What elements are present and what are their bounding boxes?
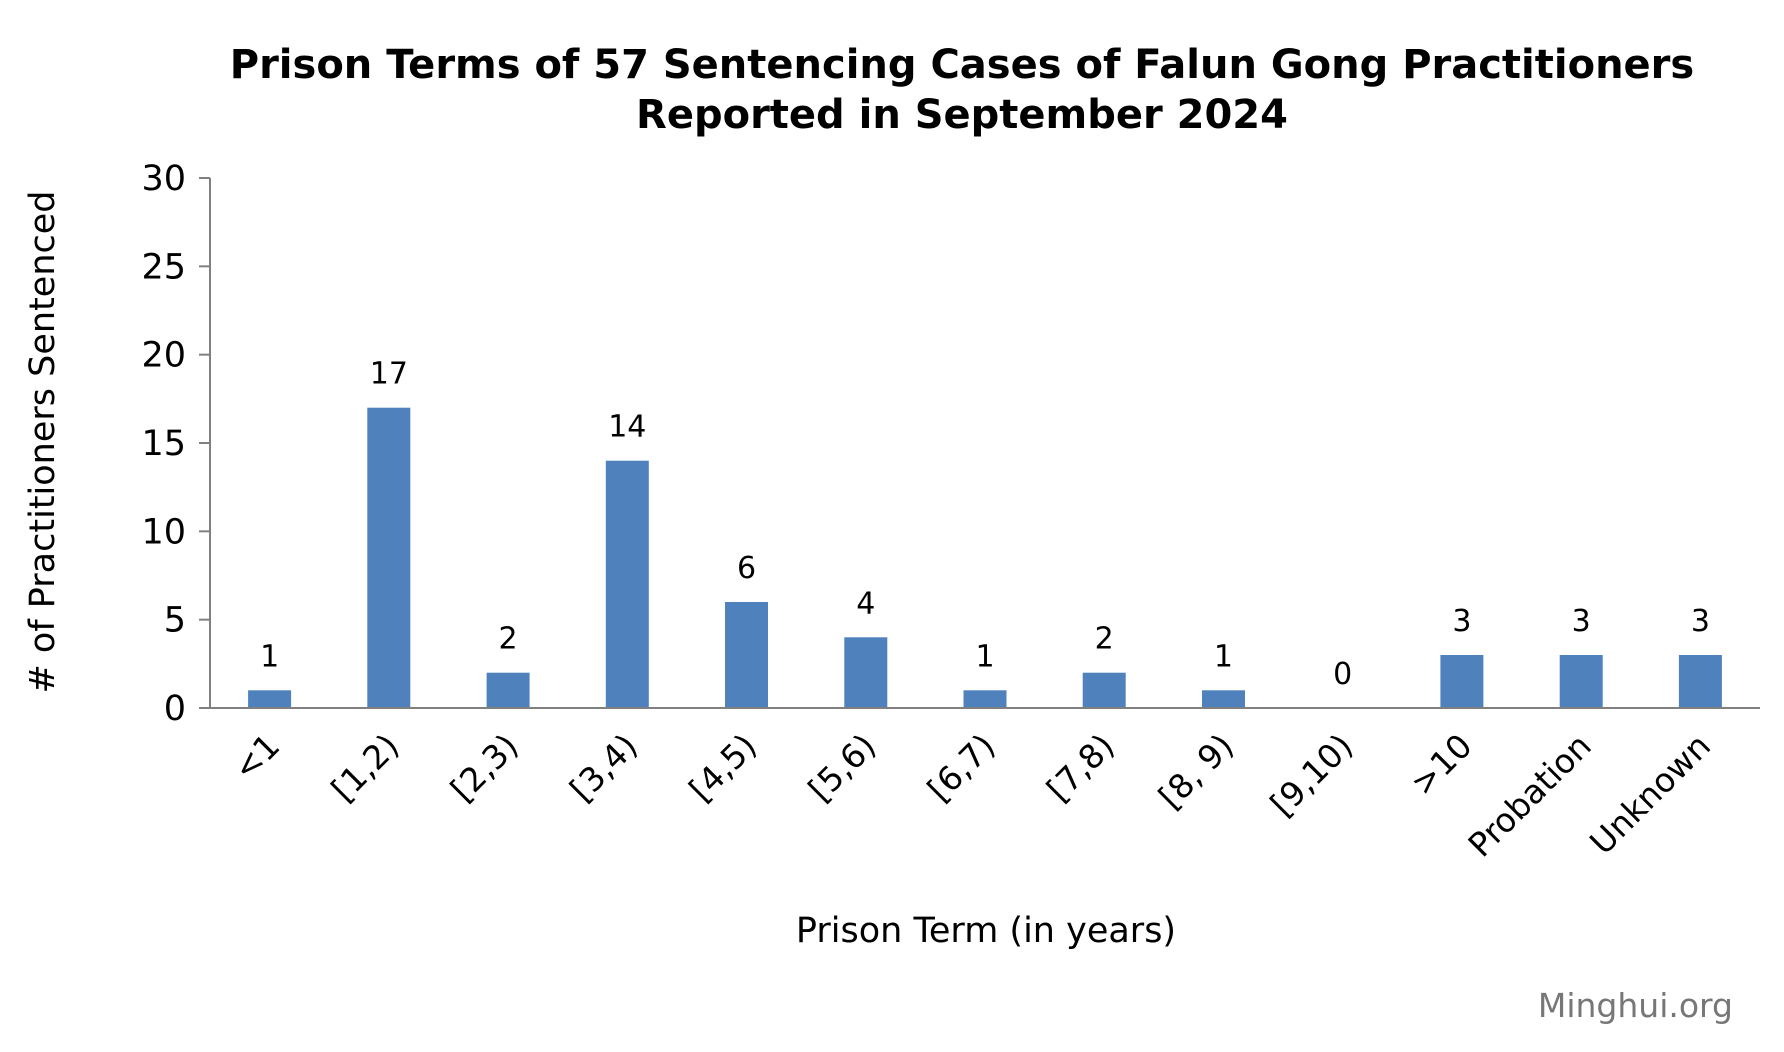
data-label: 3 [1452,604,1471,639]
x-tick-label: [6,7) [920,726,1003,809]
bar [1440,655,1484,708]
bar [1202,690,1245,708]
data-label: 0 [1333,657,1352,692]
y-tick-label: 15 [141,424,186,464]
y-tick-label: 10 [141,512,186,552]
x-tick-label: [5,6) [801,726,884,809]
data-label: 3 [1572,604,1591,639]
x-tick-label: <1 [225,726,287,788]
x-tick-label: [4,5) [681,726,764,809]
x-tick-label: [3,4) [562,726,645,809]
bar [367,407,411,708]
data-label: 6 [737,551,756,586]
bar [1678,655,1722,708]
chart-title-line-1: Prison Terms of 57 Sentencing Cases of F… [230,42,1694,88]
bar [605,460,649,708]
data-label: 17 [370,357,408,392]
bar [963,690,1007,708]
x-tick-label: [8, 9) [1151,726,1241,816]
bar [486,672,530,708]
bar [248,690,292,708]
bar [1082,672,1126,708]
data-label: 1 [975,639,994,674]
data-label: 14 [608,410,646,445]
bar [725,602,768,708]
data-label: 1 [260,639,279,674]
y-tick-label: 20 [141,336,186,376]
data-label: 2 [499,622,518,657]
x-tick-label: >10 [1403,726,1480,803]
watermark-text: Minghui.org [1538,986,1733,1025]
x-tick-label: [9,10) [1263,726,1361,824]
x-tick-label: Unknown [1582,726,1718,862]
x-tick-label: Probation [1460,726,1598,864]
y-tick-label: 0 [164,689,186,729]
y-axis-title: # of Practitioners Sentenced [23,190,63,693]
x-tick-label: [1,2) [324,726,407,809]
bar [844,637,888,708]
x-axis-title: Prison Term (in years) [796,911,1176,951]
y-tick-label: 25 [141,247,186,287]
x-tick-label: [7,8) [1039,726,1122,809]
y-tick-label: 30 [141,159,186,199]
y-tick-label: 5 [164,601,186,641]
plot-area: 051015202530<11[1,2)17[2,3)2[3,4)14[4,5)… [141,159,1760,864]
bar [1559,655,1603,708]
data-label: 3 [1691,604,1710,639]
data-label: 1 [1214,639,1233,674]
data-label: 4 [856,586,875,621]
x-tick-label: [2,3) [443,726,526,809]
chart-title-line-2: Reported in September 2024 [636,92,1288,138]
data-label: 2 [1095,622,1114,657]
